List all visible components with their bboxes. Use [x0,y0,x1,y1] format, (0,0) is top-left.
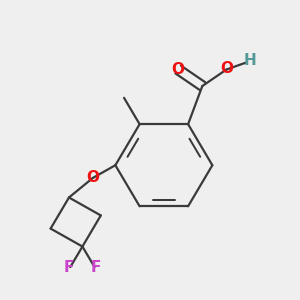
Text: H: H [244,53,257,68]
Text: F: F [91,260,101,275]
Text: O: O [220,61,233,76]
Text: O: O [86,170,99,185]
Text: O: O [172,62,185,77]
Text: F: F [63,260,74,275]
